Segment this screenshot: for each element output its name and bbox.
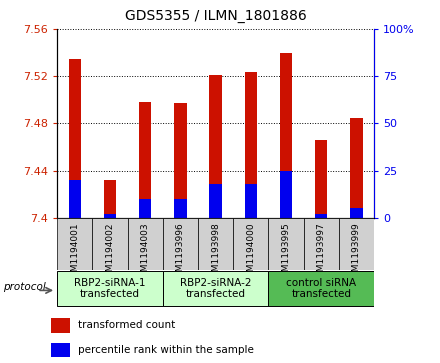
- Bar: [209, 184, 222, 218]
- Text: GDS5355 / ILMN_1801886: GDS5355 / ILMN_1801886: [125, 9, 307, 23]
- Bar: [245, 184, 257, 218]
- Bar: [57, 218, 92, 270]
- Bar: [51, 343, 70, 357]
- Bar: [280, 53, 292, 218]
- Text: GSM1193995: GSM1193995: [282, 222, 290, 283]
- Bar: [268, 271, 374, 306]
- Bar: [51, 318, 70, 333]
- Bar: [315, 140, 327, 218]
- Bar: [350, 208, 363, 218]
- Text: percentile rank within the sample: percentile rank within the sample: [78, 345, 253, 355]
- Bar: [163, 218, 198, 270]
- Text: control siRNA
transfected: control siRNA transfected: [286, 278, 356, 299]
- Bar: [57, 271, 163, 306]
- Bar: [139, 199, 151, 218]
- Text: GSM1193997: GSM1193997: [317, 222, 326, 283]
- Text: RBP2-siRNA-2
transfected: RBP2-siRNA-2 transfected: [180, 278, 251, 299]
- Bar: [198, 218, 233, 270]
- Text: GSM1194002: GSM1194002: [106, 222, 114, 282]
- Bar: [245, 72, 257, 218]
- Bar: [139, 102, 151, 218]
- Bar: [315, 214, 327, 218]
- Bar: [104, 214, 116, 218]
- Text: GSM1194001: GSM1194001: [70, 222, 79, 283]
- Bar: [233, 218, 268, 270]
- Text: RBP2-siRNA-1
transfected: RBP2-siRNA-1 transfected: [74, 278, 146, 299]
- Bar: [69, 58, 81, 218]
- Text: protocol: protocol: [3, 282, 46, 292]
- Bar: [174, 199, 187, 218]
- Bar: [163, 271, 268, 306]
- Bar: [92, 218, 128, 270]
- Text: GSM1193996: GSM1193996: [176, 222, 185, 283]
- Bar: [104, 180, 116, 218]
- Bar: [350, 118, 363, 218]
- Text: GSM1193998: GSM1193998: [211, 222, 220, 283]
- Bar: [69, 180, 81, 218]
- Bar: [280, 171, 292, 218]
- Bar: [339, 218, 374, 270]
- Bar: [128, 218, 163, 270]
- Text: GSM1193999: GSM1193999: [352, 222, 361, 283]
- Bar: [174, 103, 187, 218]
- Text: transformed count: transformed count: [78, 321, 175, 330]
- Bar: [304, 218, 339, 270]
- Bar: [209, 75, 222, 218]
- Bar: [268, 218, 304, 270]
- Text: GSM1194003: GSM1194003: [141, 222, 150, 283]
- Text: GSM1194000: GSM1194000: [246, 222, 255, 283]
